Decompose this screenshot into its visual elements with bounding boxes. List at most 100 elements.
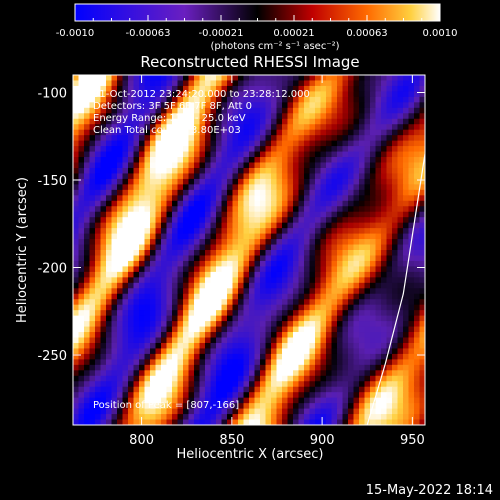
heatmap-cell (249, 386, 256, 393)
heatmap-cell (298, 80, 305, 87)
heatmap-cell (271, 118, 278, 125)
heatmap-cell (139, 332, 146, 339)
heatmap-cell (111, 326, 118, 333)
heatmap-cell (342, 310, 349, 317)
heatmap-cell (133, 118, 140, 125)
heatmap-cell (293, 310, 300, 317)
heatmap-cell (243, 386, 250, 393)
heatmap-cell (342, 386, 349, 393)
heatmap-cell (73, 370, 80, 377)
heatmap-cell (337, 113, 344, 120)
heatmap-cell (386, 124, 393, 131)
heatmap-cell (227, 277, 234, 284)
heatmap-cell (381, 244, 388, 251)
heatmap-cell (348, 173, 355, 180)
heatmap-cell (381, 408, 388, 415)
heatmap-cell (78, 173, 85, 180)
heatmap-cell (210, 244, 217, 251)
heatmap-cell (326, 266, 333, 273)
heatmap-cell (265, 321, 272, 328)
heatmap-cell (111, 167, 118, 175)
heatmap-cell (210, 408, 217, 415)
heatmap-cell (249, 195, 256, 202)
heatmap-cell (364, 85, 371, 93)
heatmap-cell (331, 348, 338, 355)
heatmap-cell (117, 386, 124, 393)
heatmap-cell (128, 353, 135, 360)
heatmap-cell (293, 239, 300, 246)
heatmap-cell (89, 408, 96, 415)
heatmap-cell (205, 206, 212, 213)
heatmap-cell (265, 386, 272, 393)
heatmap-cell (326, 167, 333, 175)
heatmap-cell (359, 342, 366, 350)
heatmap-cell (392, 211, 399, 218)
heatmap-cell (205, 348, 212, 355)
heatmap-cell (276, 364, 283, 371)
heatmap-cell (326, 124, 333, 131)
heatmap-cell (342, 200, 349, 207)
heatmap-cell (111, 397, 118, 404)
heatmap-cell (238, 135, 245, 142)
heatmap-cell (381, 326, 388, 333)
heatmap-cell (73, 91, 80, 98)
heatmap-cell (381, 211, 388, 218)
heatmap-cell (298, 293, 305, 300)
heatmap-cell (111, 304, 118, 311)
heatmap-cell (161, 244, 168, 251)
heatmap-cell (353, 140, 360, 147)
heatmap-cell (293, 250, 300, 257)
heatmap-cell (348, 408, 355, 415)
heatmap-cell (254, 419, 261, 425)
heatmap-cell (249, 124, 256, 131)
heatmap-cell (227, 184, 234, 191)
x-tick-label: 800 (129, 433, 154, 448)
heatmap-cell (216, 96, 223, 103)
heatmap-cell (254, 348, 261, 355)
heatmap-cell (177, 118, 184, 125)
heatmap-cell (150, 146, 157, 153)
heatmap-cell (183, 228, 190, 235)
heatmap-cell (271, 348, 278, 355)
heatmap-cell (254, 364, 261, 371)
heatmap-cell (122, 315, 129, 322)
heatmap-cell (392, 359, 399, 366)
heatmap-cell (210, 200, 217, 207)
heatmap-cell (221, 228, 228, 235)
heatmap-cell (188, 217, 195, 224)
heatmap-cell (254, 255, 261, 262)
heatmap-cell (150, 271, 157, 278)
heatmap-cell (172, 80, 179, 87)
heatmap-cell (84, 189, 91, 196)
heatmap-cell (139, 184, 146, 191)
heatmap-cell (254, 96, 261, 103)
heatmap-cell (139, 129, 146, 136)
heatmap-cell (260, 113, 267, 120)
heatmap-cell (128, 135, 135, 142)
heatmap-cell (364, 326, 371, 333)
heatmap-cell (276, 146, 283, 153)
heatmap-cell (353, 364, 360, 371)
heatmap-cell (304, 408, 311, 415)
heatmap-cell (260, 397, 267, 404)
heatmap-cell (348, 195, 355, 202)
heatmap-cell (188, 233, 195, 240)
heatmap-cell (419, 392, 425, 399)
heatmap-cell (161, 293, 168, 300)
heatmap-cell (221, 293, 228, 300)
heatmap-cell (144, 403, 151, 410)
heatmap-cell (320, 310, 327, 317)
heatmap-cell (414, 282, 421, 289)
heatmap-cell (287, 222, 294, 229)
heatmap-cell (106, 381, 113, 388)
heatmap-cell (100, 392, 107, 399)
heatmap-cell (221, 304, 228, 311)
heatmap-cell (199, 135, 206, 142)
heatmap-cell (293, 260, 300, 268)
heatmap-cell (205, 315, 212, 322)
heatmap-cell (353, 282, 360, 289)
heatmap-cell (194, 348, 201, 355)
heatmap-cell (287, 211, 294, 218)
heatmap-cell (199, 157, 206, 164)
heatmap-cell (392, 244, 399, 251)
